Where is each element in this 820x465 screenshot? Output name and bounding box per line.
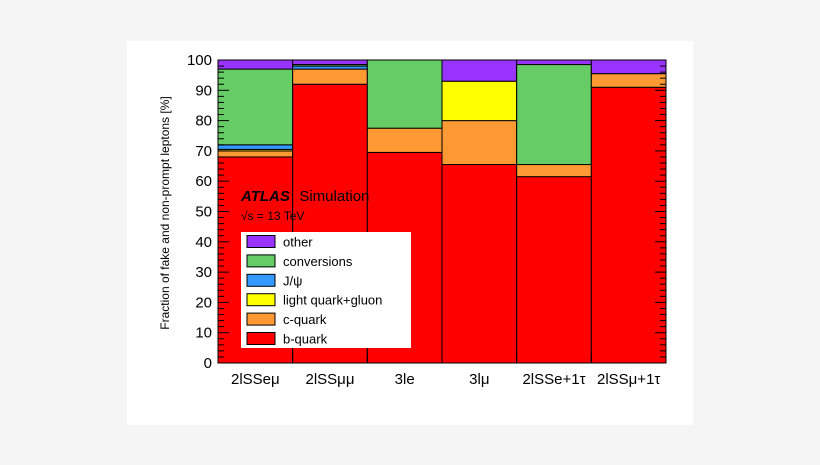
bar-segment-2-1 (217, 150, 294, 158)
x-tick-label: 2lSSμ+1τ (597, 371, 660, 388)
x-tick-label: 3lμ (469, 371, 489, 388)
y-tick-label: 20 (195, 294, 212, 311)
x-tick-label: 3le (395, 371, 415, 388)
bar-segment-2-3 (366, 127, 443, 153)
y-tick-label: 30 (195, 264, 212, 281)
bar-segment-6-2 (292, 59, 368, 66)
y-tick-label: 50 (195, 204, 212, 221)
legend-box (241, 232, 411, 348)
legend-label-other: other (283, 235, 313, 250)
bar-segment-6-4 (441, 59, 518, 82)
bar-segment-1-5 (516, 176, 592, 364)
y-tick-label: 90 (195, 82, 212, 99)
legend-label-c-quark: c-quark (283, 312, 327, 327)
bar-segment-1-4 (441, 164, 518, 364)
legend-label-conversions: conversions (283, 254, 353, 269)
stacked-bar-chart: 0 10 20 30 40 50 60 70 80 90 100 2lSSeμ 2lSSμμ 3le 3l… (158, 52, 667, 388)
bar-segment-5-1 (217, 68, 294, 146)
bar-segment-6-1 (217, 59, 294, 70)
bar-segment-5-5 (516, 64, 592, 166)
legend-swatch-c-quark (246, 312, 276, 326)
bar-segment-2-2 (292, 68, 368, 85)
bar-segment-1-6 (590, 86, 667, 364)
y-tick-label: 0 (204, 355, 212, 372)
x-tick-label: 2lSSeμ (231, 371, 280, 388)
bar-segment-6-5 (516, 59, 592, 66)
atlas-label: ATLAS Simulation (240, 188, 369, 205)
bar-segment-4-1 (217, 144, 294, 150)
bar-segment-6-6 (590, 59, 667, 75)
legend-swatch-j (246, 273, 276, 287)
atlas-simulation: Simulation (299, 188, 369, 205)
bar-segment-2-6 (590, 73, 667, 88)
atlas-experiment: ATLAS (240, 188, 290, 205)
bar-segment-2-4 (441, 120, 518, 166)
y-tick-label: 40 (195, 234, 212, 251)
y-axis-label: Fraction of fake and non-prompt leptons … (158, 96, 172, 329)
x-tick-label: 2lSSe+1τ (522, 371, 585, 388)
y-tick-label: 70 (195, 143, 212, 160)
legend-swatch-conversions (246, 254, 276, 268)
chart-figure: 0 10 20 30 40 50 60 70 80 90 100 2lSSeμ 2lSSμμ 3le 3l… (127, 41, 693, 425)
y-tick-label: 60 (195, 173, 212, 190)
y-tick-label: 80 (195, 113, 212, 130)
legend-swatch-light-quark-gluon (246, 293, 276, 307)
legend-label-b-quark: b-quark (283, 332, 328, 347)
bar-segment-3-4 (441, 80, 518, 122)
legend-swatch-b-quark (246, 332, 276, 345)
legend-label-light-quark-gluon: light quark+gluon (283, 293, 382, 308)
y-tick-label: 10 (195, 325, 212, 342)
bar-segment-2-5 (516, 164, 592, 178)
legend: other conversions J/ψ light quark+gluon c-qu… (241, 232, 411, 348)
legend-swatch-other (246, 235, 276, 248)
bar-segment-5-3 (366, 59, 443, 129)
energy-label: √s = 13 TeV (241, 209, 304, 223)
x-tick-label: 2lSSμμ (306, 371, 355, 388)
y-tick-label: 100 (187, 52, 212, 69)
legend-label-j: J/ψ (283, 273, 302, 288)
